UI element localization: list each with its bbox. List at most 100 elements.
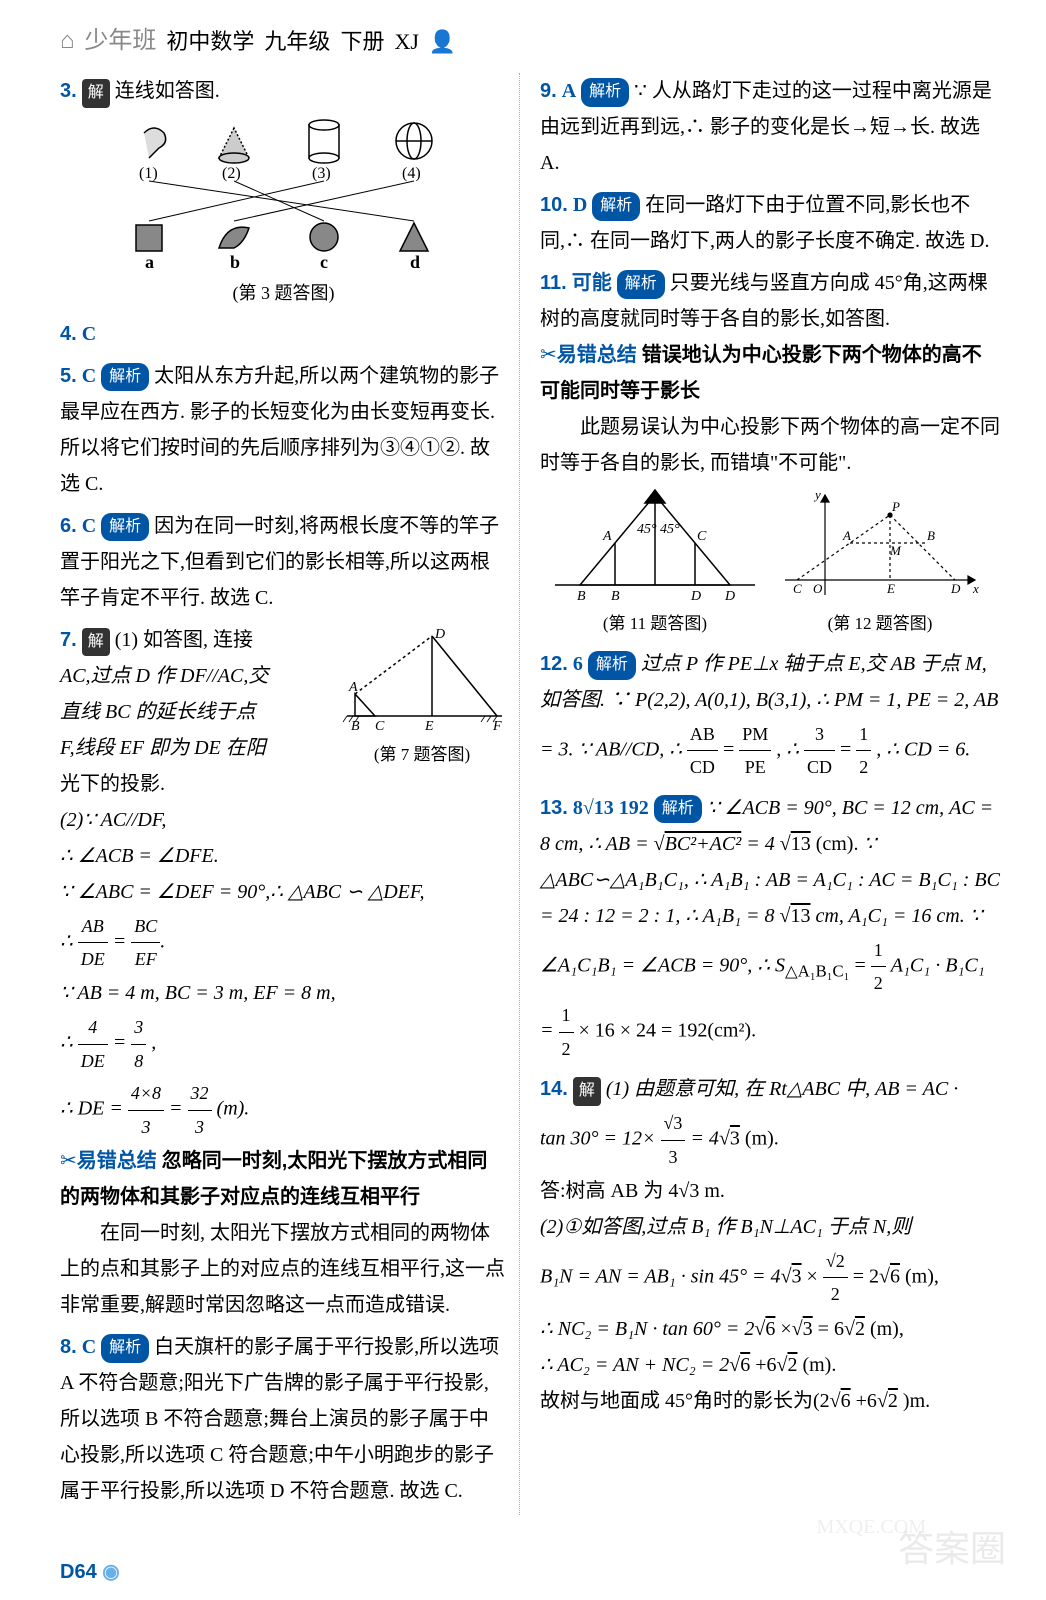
- jie-tag: 解: [573, 1077, 601, 1106]
- q7-num: 7.: [60, 629, 77, 651]
- jiexi-tag: 解析: [617, 270, 665, 299]
- q13: 13. 8√13 192 解析 ∵ ∠ACB = 90°, BC = 12 cm…: [540, 790, 1000, 1066]
- q6-ans: C: [82, 515, 96, 537]
- q11-num: 11.: [540, 272, 567, 294]
- q8: 8. C 解析 白天旗杆的影子属于平行投影,所以选项 A 不符合题意;阳光下广告…: [60, 1329, 507, 1509]
- q10: 10. D 解析 在同一路灯下由于位置不同,影长也不同,∴ 在同一路灯下,两人的…: [540, 187, 1000, 259]
- q12-figure: PAB MCO EDx y: [775, 485, 985, 605]
- person-icon: 👤: [429, 22, 456, 62]
- q8-num: 8.: [60, 1336, 77, 1358]
- left-column: 3. 解 连线如答图. (1) (2) (3) (4): [60, 73, 520, 1515]
- logo-icon: ⌂: [60, 20, 74, 63]
- subject: 初中数学: [166, 22, 254, 62]
- svg-text:a: a: [145, 252, 154, 272]
- q7-mistake: ✂易错总结 忽略同一时刻,太阳光下摆放方式相同的两物体和其影子对应点的连线互相平…: [60, 1143, 507, 1215]
- q14: 14. 解 (1) 由题意可知, 在 Rt△ABC 中, AB = AC · t…: [540, 1071, 1000, 1419]
- q9-ans: A: [562, 80, 576, 102]
- svg-text:D: D: [950, 581, 961, 596]
- q7-figure: A B C E F D: [337, 626, 507, 736]
- edition: XJ: [394, 22, 418, 62]
- page-footer: D64 ◉: [60, 1554, 120, 1590]
- svg-text:A: A: [602, 529, 612, 544]
- q12-num: 12.: [540, 653, 568, 675]
- svg-text:b: b: [230, 252, 240, 272]
- jie-tag: 解: [82, 79, 110, 108]
- q11: 11. 可能 解析 只要光线与竖直方向成 45°角,这两棵树的高度就同时等于各自…: [540, 265, 1000, 640]
- q7-caption: (第 7 题答图): [337, 740, 507, 771]
- q3-figure: (1) (2) (3) (4) a b c: [94, 113, 474, 273]
- q12-t1: 过点 P 作 PE⊥x 轴于点 E,交 AB 于点: [641, 653, 960, 675]
- q7-p9: ∴ DE = 4×83 = 323 (m).: [60, 1077, 507, 1143]
- svg-text:M: M: [889, 543, 902, 558]
- watermark: 答案圈: [898, 1517, 1006, 1582]
- svg-text:E: E: [886, 581, 895, 596]
- jiexi-tag: 解析: [101, 363, 149, 392]
- svg-text:D: D: [724, 589, 735, 604]
- q12: 12. 6 解析 过点 P 作 PE⊥x 轴于点 E,交 AB 于点 M,如答图…: [540, 646, 1000, 784]
- q11-ans: 可能: [572, 272, 612, 294]
- svg-text:B: B: [611, 589, 620, 604]
- q3: 3. 解 连线如答图. (1) (2) (3) (4): [60, 73, 507, 309]
- svg-text:C: C: [697, 529, 707, 544]
- logo-text: 少年班: [84, 20, 156, 63]
- q7-p7: ∵ AB = 4 m, BC = 3 m, EF = 8 m,: [60, 975, 507, 1011]
- jiexi-tag: 解析: [588, 651, 636, 680]
- svg-text:45°: 45°: [637, 522, 657, 537]
- q7-p2b: 直线 BC 的延长线于点: [60, 701, 256, 723]
- q3-num: 3.: [60, 80, 77, 102]
- svg-text:(3): (3): [312, 165, 331, 182]
- jie-tag: 解: [82, 628, 110, 657]
- q8-ans: C: [82, 1336, 96, 1358]
- svg-text:(4): (4): [402, 165, 421, 182]
- q12-caption: (第 12 题答图): [770, 609, 990, 640]
- svg-text:E: E: [424, 719, 434, 734]
- q7-p1: (1) 如答图, 连接: [115, 629, 253, 651]
- q6: 6. C 解析 因为在同一时刻,将两根长度不等的竿子置于阳光之下,但看到它们的影…: [60, 508, 507, 616]
- jiexi-tag: 解析: [101, 1334, 149, 1363]
- q7-p6: ∴ ABDE = BCEF.: [60, 910, 507, 976]
- svg-text:45°: 45°: [660, 522, 680, 537]
- q13-num: 13.: [540, 797, 568, 819]
- page-header: ⌂ 少年班 初中数学 九年级 下册 XJ 👤: [60, 20, 1006, 63]
- q9-num: 9.: [540, 80, 557, 102]
- q4-ans: C: [82, 323, 96, 345]
- svg-text:B: B: [577, 589, 586, 604]
- q7-p2d: 光下的投影.: [60, 773, 165, 795]
- q13-ans: 8√13 192: [573, 797, 649, 819]
- svg-text:d: d: [410, 252, 420, 272]
- q5-num: 5.: [60, 365, 77, 387]
- q14-num: 14.: [540, 1078, 568, 1100]
- q11-figure: A 45°45° C B B D D: [545, 485, 765, 605]
- svg-text:D: D: [434, 627, 445, 642]
- q11-caption1: (第 11 题答图): [540, 609, 770, 640]
- svg-text:x: x: [972, 581, 979, 596]
- svg-text:B: B: [927, 528, 935, 543]
- volume: 下册: [340, 22, 384, 62]
- svg-text:y: y: [813, 487, 821, 502]
- q12-t5: , ∴ CD = 6.: [876, 738, 970, 760]
- jiexi-tag: 解析: [592, 192, 640, 221]
- q10-num: 10.: [540, 194, 568, 216]
- svg-text:D: D: [690, 589, 701, 604]
- grade: 九年级: [264, 22, 330, 62]
- q7: 7. 解 (1) 如答图, 连接 AC,过点 D 作 DF//AC,交 直线 B…: [60, 622, 507, 1323]
- q4: 4. C: [60, 316, 507, 352]
- q11-mistake: ✂易错总结 错误地认为中心投影下两个物体的高不可能同时等于影长: [540, 337, 1000, 409]
- jiexi-tag: 解析: [101, 513, 149, 542]
- q5-ans: C: [82, 365, 96, 387]
- q7-p2a: AC,过点 D 作 DF//AC,交: [60, 665, 268, 687]
- right-column: 9. A 解析 ∵ 人从路灯下走过的这一过程中离光源是由远到近再到远,∴ 影子的…: [540, 73, 1000, 1515]
- svg-text:O: O: [813, 581, 823, 596]
- q7-p5: ∵ ∠ABC = ∠DEF = 90°,∴ △ABC ∽ △DEF,: [60, 874, 507, 910]
- q11-mistake-body: 此题易误认为中心投影下两个物体的高一定不同时等于各自的影长, 而错填"不可能".: [540, 409, 1000, 481]
- q7-p2c: F,线段 EF 即为 DE 在阳: [60, 737, 266, 759]
- q9: 9. A 解析 ∵ 人从路灯下走过的这一过程中离光源是由远到近再到远,∴ 影子的…: [540, 73, 1000, 181]
- q5: 5. C 解析 太阳从东方升起,所以两个建筑物的影子最早应在西方. 影子的长短变…: [60, 358, 507, 502]
- q7-mistake-body: 在同一时刻, 太阳光下摆放方式相同的两物体上的点和其影子上的对应点的连线互相平行…: [60, 1215, 507, 1323]
- jiexi-tag: 解析: [581, 78, 629, 107]
- q7-p3: (2)∵ AC//DF,: [60, 802, 507, 838]
- q10-ans: D: [573, 194, 587, 216]
- q7-p8: ∴ 4DE = 38 ,: [60, 1011, 507, 1077]
- q12-ans: 6: [573, 653, 583, 675]
- svg-text:(1): (1): [139, 165, 158, 182]
